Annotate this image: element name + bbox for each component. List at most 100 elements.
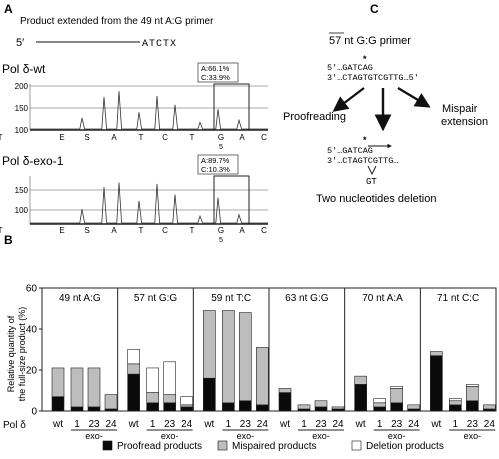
bar-segment-deletion [449,398,462,402]
x-category-label: 24 [332,419,344,430]
y-tick-label: 60 [26,284,38,295]
trace-y-tick-label: 150 [15,186,29,195]
base-position-label: 5 [219,144,223,151]
bar-segment-deletion [127,349,140,365]
base-label: A [239,133,245,142]
bar-segment-deletion [146,367,159,393]
base-label: G [218,226,224,235]
legend-deletion-swatch [351,440,362,451]
x-category-label: 23 [240,419,252,430]
y-tick-label: 40 [26,325,38,336]
legend-mispaired-label: Mispaired products [232,441,316,452]
x-category-label: wt [203,419,214,430]
trace-signal [30,182,268,224]
bar-segment-mispaired [278,388,292,393]
exo-label: exo- [388,431,406,441]
loop-bases: GT [366,177,377,187]
bar-segment-proofread [430,355,443,412]
deletion-loop [367,165,377,176]
exo-label: exo- [85,431,103,441]
group-title: 57 nt G:G [134,293,178,304]
bar-segment-mispaired [239,312,252,402]
base-label: C [261,133,267,142]
x-category-label: 23 [88,419,100,430]
panel-b: B Relative quantity of the full-size pro… [3,233,497,452]
result-star: * [363,135,367,145]
trace-y-tick-label: 200 [15,82,29,91]
x-category-label: 23 [164,419,176,430]
result-top-strand: 5′…GATCAG [327,146,373,156]
bar-segment-mispaired [104,394,118,410]
base-label: A [111,133,117,142]
panel-c: C 57 nt G:G primer * 5′…GATCAG 3′…CTAGTG… [283,2,488,205]
bar-segment-mispaired [483,404,496,410]
exo-label: exo- [312,431,330,441]
bar-segment-deletion [390,386,403,389]
bar-segment-proofread [127,373,140,412]
bar-segment-deletion [163,361,176,395]
panel-c-title: 57 nt G:G primer [329,35,411,47]
x-category-label: 24 [484,419,496,430]
bar-segment-proofread [163,402,176,412]
bar-segment-mispaired [203,310,216,379]
panel-a-label: A [4,2,13,16]
group-title: 59 nt T:C [211,293,251,304]
base-label: A [111,226,117,235]
template-5prime: 5′ [16,37,24,49]
x-category-label: 1 [301,419,307,430]
bar-segment-proofread [180,406,193,412]
trace-exo1-highlight-box [213,175,250,225]
base-label: T [0,133,3,142]
x-category-label: 24 [408,419,420,430]
base-label: A [239,226,245,235]
x-category-label: 23 [315,419,327,430]
bar-segment-proofread [70,406,84,412]
bar-segment-proofread [314,406,328,412]
base-label: S [84,133,89,142]
pol-delta-row-label: Pol δ [3,420,26,431]
x-category-label: 1 [453,419,459,430]
y-axis-label-line1: Relative quantity of [6,315,16,392]
bar-segment-deletion [180,396,193,406]
trace-wt-percent-c: C:33.9% [201,73,230,82]
bar-segment-proofread [390,402,403,412]
base-label: T [190,226,195,235]
group-title: 71 nt C:C [437,293,479,304]
bar-segment-deletion [466,384,479,387]
bar-segment-proofread [146,402,159,412]
bar-segment-mispaired [297,404,311,410]
x-category-label: 1 [74,419,80,430]
base-label: T [139,226,144,235]
base-label: E [59,226,64,235]
base-label: C [261,226,267,235]
bar-segment-proofread [373,406,386,412]
base-label: C [162,226,168,235]
bar-segment-proofread [51,396,65,412]
primer-top-strand: 5′…GATCAG [327,63,373,73]
bar-segment-proofread [297,408,311,412]
y-tick-label: 0 [31,407,37,418]
x-category-label: 23 [391,419,403,430]
bar-segment-proofread [104,408,118,412]
bar-segment-proofread [331,408,345,412]
trace-wt: 200 150 100 [15,82,268,135]
trace-exo1-percent-box [197,154,239,175]
exo-label: exo- [464,431,482,441]
base-position-label: 5 [219,237,223,244]
panel-b-label: B [4,233,13,247]
panel-a: A Product extended from the 49 nt A:G pr… [0,2,268,244]
base-label: T [0,226,3,235]
trace-wt-highlight-box [213,83,250,131]
legend-deletion-label: Deletion products [366,441,444,452]
bar-segment-mispaired [256,347,269,406]
proofreading-label: Proofreading [283,111,346,123]
trace-exo1-base-labels: E S A T C T G A C T 5 [0,226,267,244]
x-category-label: wt [355,419,366,430]
result-bottom-strand: 3′…CTAGTCGTTG… [327,156,398,166]
x-category-label: 24 [181,419,193,430]
bar-segment-deletion [373,398,386,404]
bar-segment-mispaired [127,363,140,375]
mismatch-star: * [363,54,367,64]
bar-segment-mispaired [87,367,101,408]
